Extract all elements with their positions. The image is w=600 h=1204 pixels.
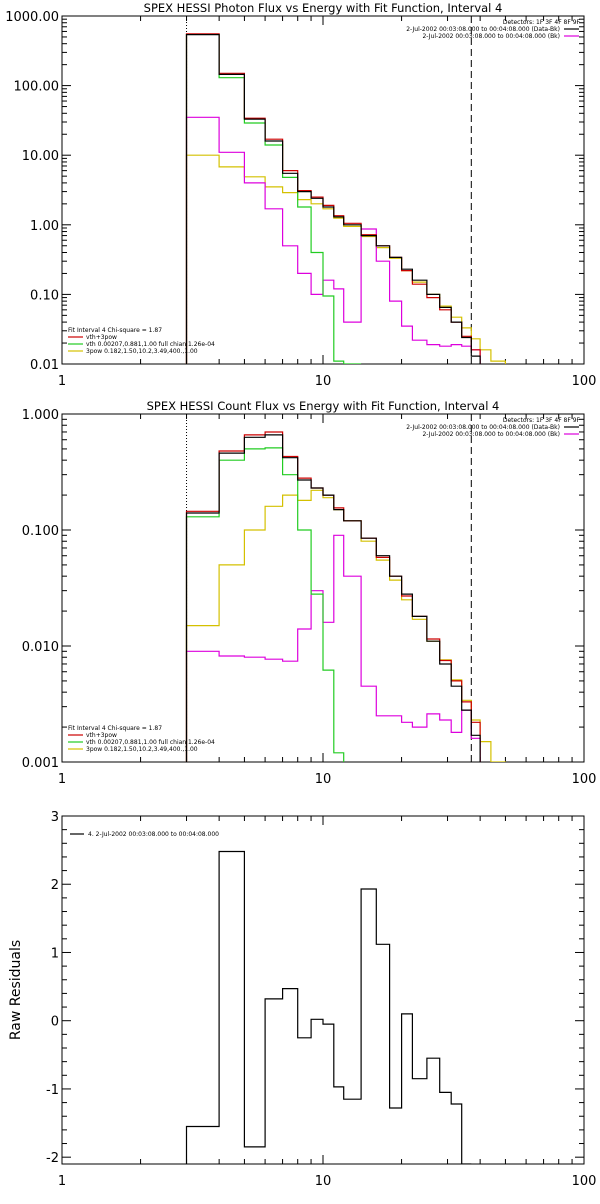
legend-bottom-left-text: vth+3pow [86,334,117,341]
x-tick-label: 10 [315,1174,332,1189]
y-tick-label: 1.00 [30,219,59,234]
count-flux-panel: SPEX HESSI Count Flux vs Energy with Fit… [22,399,597,787]
x-tick-label: 1 [58,772,66,787]
y-tick-label: -2 [46,1151,59,1166]
x-tick-label: 1 [58,374,66,389]
y-tick-label: 100.00 [14,80,60,95]
series-vth-line [185,33,362,364]
y-tick-label: 2 [51,878,59,893]
y-tick-label: 0 [51,1015,59,1030]
legend-top-right-text: 2-Jul-2002 00:03:08.000 to 00:04:08.000 … [406,424,560,431]
series-background-line [185,116,481,364]
y-tick-label: 3 [51,810,59,825]
series-data-line [185,850,472,1164]
y-tick-label: 0.01 [30,358,59,373]
x-tick-label: 100 [572,374,597,389]
y-tick-label: 1.000 [22,408,59,423]
legend-top-right-text: 2-Jul-2002 00:03:08.000 to 00:04:08.000 … [422,431,560,438]
legend-bottom-left-text: 3pow 0.182,1.50,10.2,3.49,400.,1.00 [86,348,198,355]
legend-bottom-left-text: Fit Interval 4 Chi-square = 1.87 [68,725,162,732]
legend-top-right-text: 2-Jul-2002 00:03:08.000 to 00:04:08.000 … [422,33,560,40]
x-tick-label: 10 [315,772,332,787]
legend-bottom-left-text: 3pow 0.182,1.50,10.2,3.49,400.,1.00 [86,746,198,753]
photon-flux-panel: SPEX HESSI Photon Flux vs Energy with Fi… [5,1,596,389]
series-vth-line [185,447,345,762]
x-tick-label: 1 [58,1174,66,1189]
residuals-panel: 1 10 100 -2 -1 0 1 2 3 Raw Residuals 4. 2-Jul-2002… [8,810,596,1189]
legend-top-right-text: Detectors: 1F 3F 4F 8F 9F [503,417,581,424]
legend-bottom-left-text: vth+3pow [86,732,117,739]
y-axis-label: Raw Residuals [8,940,24,1040]
plot-frame [61,413,585,763]
y-tick-label: 1 [51,946,59,961]
series-background-line [185,534,481,762]
x-tick-label: 100 [572,772,597,787]
chart-title: SPEX HESSI Photon Flux vs Energy with Fi… [144,1,503,15]
legend-bottom-left-text: vth 0.00207,0.881,1.00 full chian 1.26e-… [86,341,215,348]
y-tick-label: -1 [46,1083,59,1098]
y-tick-label: 0.10 [30,288,59,303]
plot-frame [61,815,585,1165]
y-tick-label: 10.00 [22,149,59,164]
legend-top-right-text: 2-Jul-2002 00:03:08.000 to 00:04:08.000 … [406,26,560,33]
x-tick-label: 100 [572,1174,597,1189]
legend-top-right-text: Detectors: 1F 3F 4F 8F 9F [503,19,581,26]
series-data-line [185,434,481,762]
chart-title: SPEX HESSI Count Flux vs Energy with Fit… [147,399,500,413]
y-tick-label: 0.001 [22,756,59,771]
plot-frame [61,15,585,365]
legend-top-left-text: 4. 2-Jul-2002 00:03:08.000 to 00:04:08.0… [88,831,219,838]
y-tick-label: 0.100 [22,524,59,539]
legend-bottom-left-text: Fit Interval 4 Chi-square = 1.87 [68,327,162,334]
series-3pow-line [185,489,519,762]
legend-bottom-left-text: vth 0.00207,0.881,1.00 full chian 1.26e-… [86,739,215,746]
y-tick-label: 0.010 [22,640,59,655]
y-tick-label: 1000.00 [5,10,59,25]
x-tick-label: 10 [315,374,332,389]
series-data-line [185,34,481,364]
series-3pow-line [185,154,506,364]
